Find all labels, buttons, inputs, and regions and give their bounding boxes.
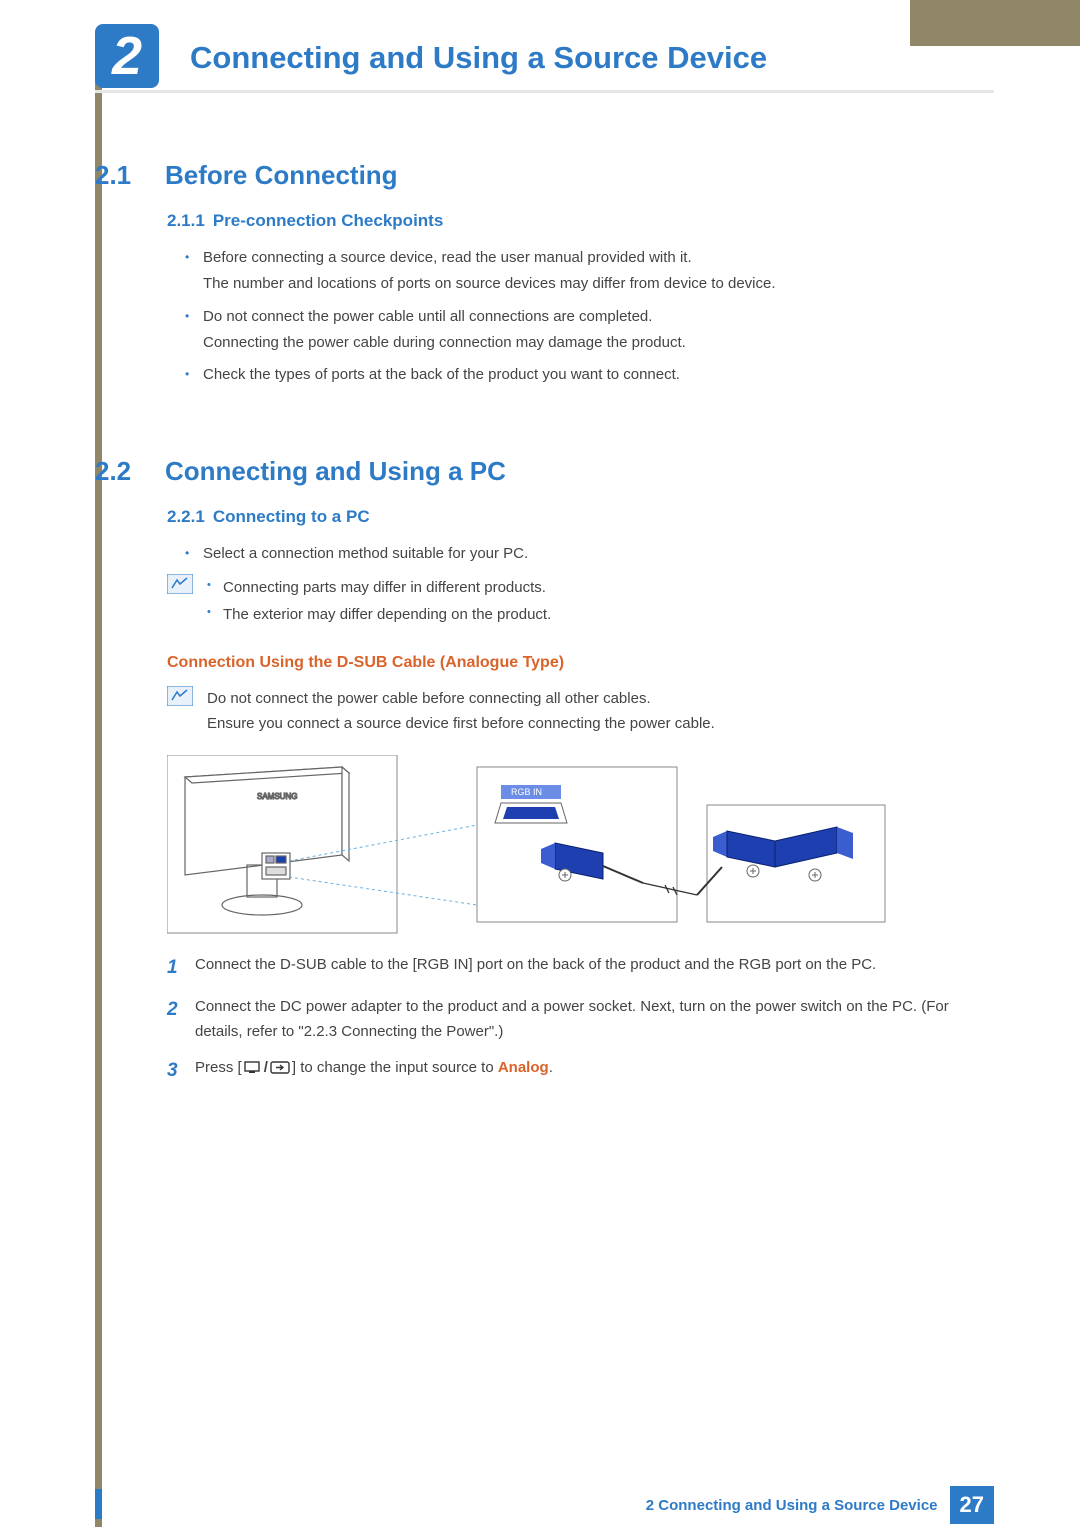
- subsection-title: Connecting to a PC: [213, 507, 370, 527]
- chapter-title: Connecting and Using a Source Device: [190, 40, 767, 76]
- chapter-number: 2: [112, 25, 142, 87]
- step3-post: .: [549, 1059, 553, 1076]
- section-heading: 2.1 Before Connecting: [95, 160, 994, 191]
- source-arrow-icon: [270, 1061, 290, 1074]
- header-accent-bar: [910, 0, 1080, 46]
- subsection-title: Pre-connection Checkpoints: [213, 211, 443, 231]
- chapter-underline: [95, 90, 994, 93]
- slash-separator: /: [264, 1055, 268, 1081]
- section-heading: 2.2 Connecting and Using a PC: [95, 456, 994, 487]
- step-text: Press [ / ] to change the input source t…: [195, 1055, 994, 1087]
- bullet-list: Select a connection method suitable for …: [185, 541, 994, 567]
- rgb-in-port-label: RGB IN: [511, 787, 542, 797]
- numbered-steps: 1 Connect the D-SUB cable to the [RGB IN…: [167, 952, 994, 1088]
- step-text: Connect the D-SUB cable to the [RGB IN] …: [195, 952, 994, 984]
- list-item: The exterior may differ depending on the…: [207, 601, 994, 628]
- source-button-icons: /: [244, 1055, 290, 1081]
- step-number: 3: [167, 1055, 181, 1087]
- connection-diagram: SAMSUNG RGB IN: [167, 755, 887, 935]
- step-item: 3 Press [ / ] to change the input source…: [167, 1055, 994, 1087]
- subsection-number: 2.2.1: [167, 507, 205, 527]
- subsection-heading: 2.1.1 Pre-connection Checkpoints: [167, 211, 994, 231]
- subsection-heading: 2.2.1 Connecting to a PC: [167, 507, 994, 527]
- footer-chapter-label: 2 Connecting and Using a Source Device: [646, 1497, 938, 1514]
- section-title: Connecting and Using a PC: [165, 456, 506, 487]
- connection-type-heading: Connection Using the D-SUB Cable (Analog…: [167, 654, 994, 672]
- footer-left-accent: [95, 1489, 102, 1519]
- list-item: Select a connection method suitable for …: [185, 541, 994, 567]
- note-bullet-list: Connecting parts may differ in different…: [207, 574, 994, 628]
- step3-pre: Press [: [195, 1059, 242, 1076]
- subsection-number: 2.1.1: [167, 211, 205, 231]
- footer-page-number: 27: [950, 1486, 994, 1524]
- step-number: 2: [167, 994, 181, 1045]
- list-item: Connecting parts may differ in different…: [207, 574, 994, 601]
- step-item: 1 Connect the D-SUB cable to the [RGB IN…: [167, 952, 994, 984]
- section-number: 2.1: [95, 160, 151, 191]
- page-footer: 2 Connecting and Using a Source Device 2…: [646, 1483, 994, 1527]
- list-item: Check the types of ports at the back of …: [185, 362, 994, 388]
- step-item: 2 Connect the DC power adapter to the pr…: [167, 994, 994, 1045]
- section-number: 2.2: [95, 456, 151, 487]
- screen-icon: [244, 1061, 262, 1074]
- list-item: Do not connect the power cable until all…: [185, 304, 994, 357]
- note-text: Do not connect the power cable before co…: [207, 686, 994, 737]
- section-title: Before Connecting: [165, 160, 398, 191]
- analog-keyword: Analog: [498, 1059, 549, 1076]
- chapter-number-badge: 2: [95, 24, 159, 88]
- note-block: Do not connect the power cable before co…: [167, 686, 994, 737]
- step-number: 1: [167, 952, 181, 984]
- note-block: Connecting parts may differ in different…: [167, 574, 994, 628]
- step-text: Connect the DC power adapter to the prod…: [195, 994, 994, 1045]
- note-icon: [167, 686, 193, 706]
- note-icon: [167, 574, 193, 594]
- page-content: 2.1 Before Connecting 2.1.1 Pre-connecti…: [95, 160, 994, 1097]
- bullet-list: Before connecting a source device, read …: [185, 245, 994, 388]
- step3-mid: ] to change the input source to: [292, 1059, 498, 1076]
- monitor-brand-label: SAMSUNG: [257, 792, 297, 801]
- list-item: Before connecting a source device, read …: [185, 245, 994, 298]
